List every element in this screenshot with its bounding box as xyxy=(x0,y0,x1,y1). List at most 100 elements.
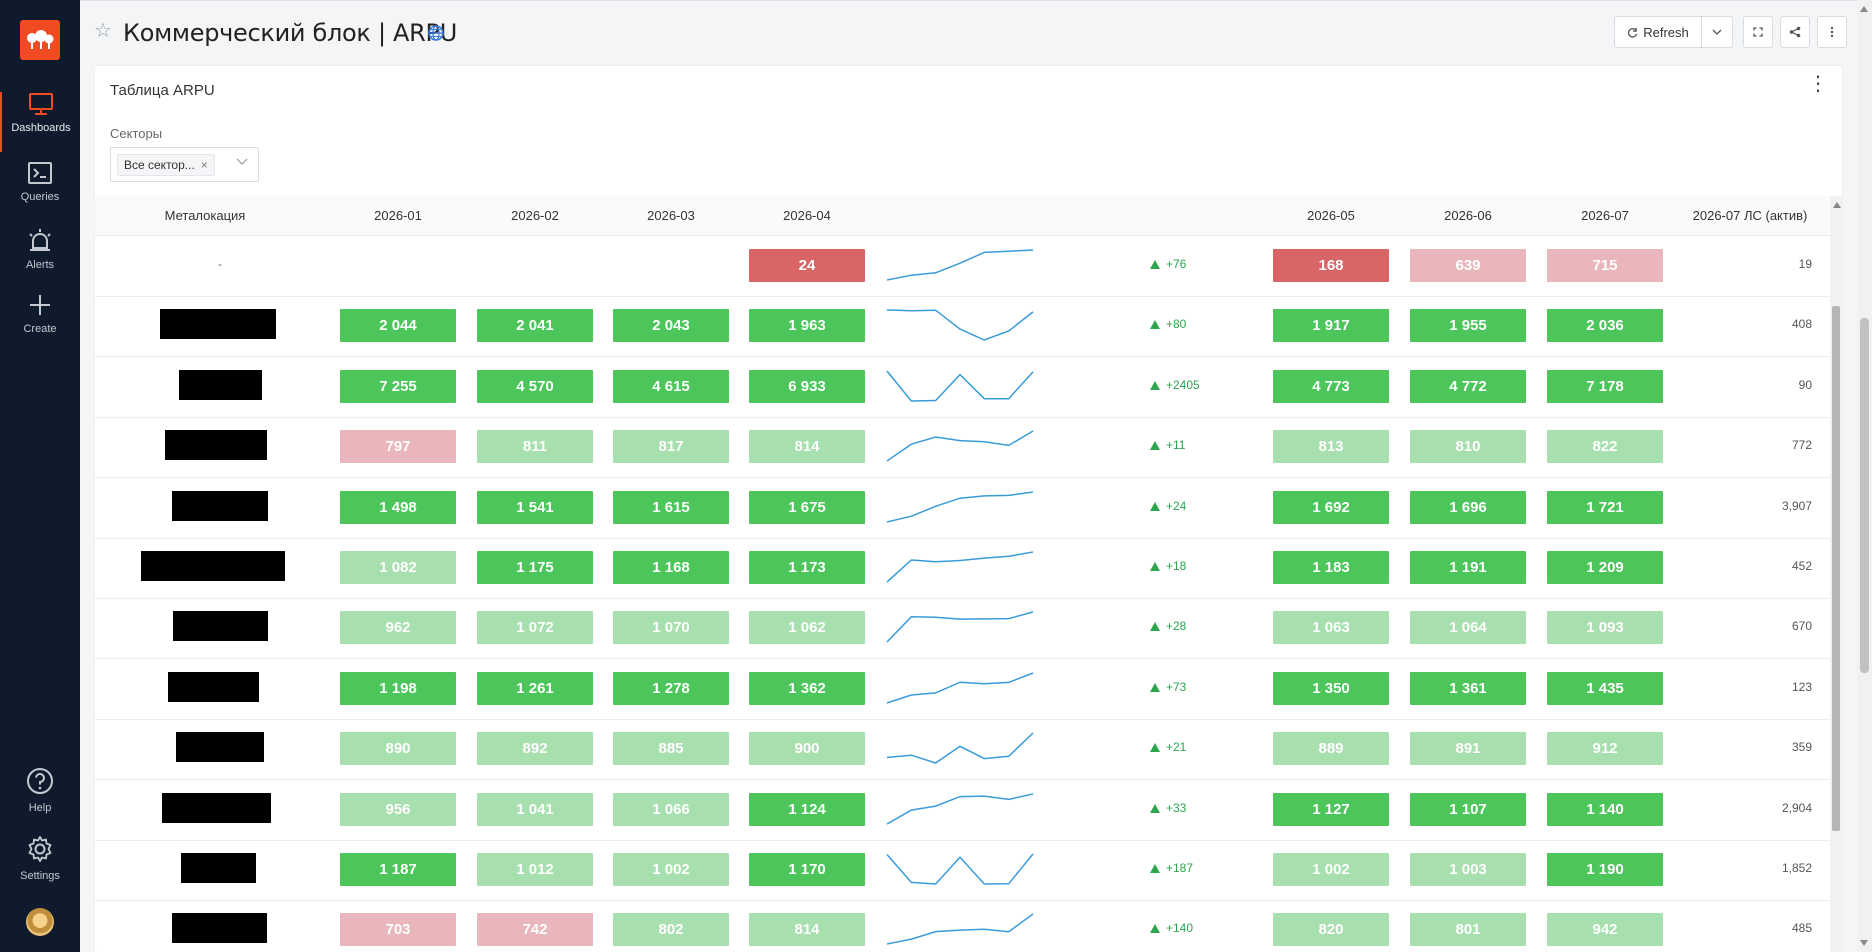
sparkline-series xyxy=(886,672,1034,704)
page-scroll-up-arrow[interactable] xyxy=(1860,6,1868,12)
col-header-2026-06[interactable]: 2026-06 xyxy=(1444,208,1492,223)
scroll-up-arrow[interactable] xyxy=(1833,202,1841,208)
active-accounts-cell: 359 xyxy=(1791,740,1812,755)
delta-indicator: +18 xyxy=(1150,559,1186,573)
value-cell: 2 041 xyxy=(477,309,593,343)
sparkline xyxy=(886,913,1034,946)
redacted-location xyxy=(176,732,264,763)
sparkline xyxy=(886,249,1034,281)
delta-value: +140 xyxy=(1166,921,1194,936)
nav-queries[interactable]: Queries xyxy=(0,161,80,221)
nav-help[interactable]: Help xyxy=(0,766,80,826)
filter-tag: Все сектор... × xyxy=(117,154,215,176)
value-cell: 703 xyxy=(340,913,456,947)
col-header-2026-04[interactable]: 2026-04 xyxy=(783,208,831,223)
widget-menu-icon[interactable]: ⋮ xyxy=(1808,73,1828,95)
value-cell: 885 xyxy=(613,732,729,766)
up-arrow-icon xyxy=(1150,743,1160,753)
logo[interactable] xyxy=(20,20,60,60)
logo-icon xyxy=(27,30,54,49)
delta-indicator: +33 xyxy=(1150,801,1186,815)
help-icon xyxy=(27,768,53,794)
avatar[interactable] xyxy=(26,908,54,936)
col-header-2026-01[interactable]: 2026-01 xyxy=(374,208,422,223)
gear-icon xyxy=(28,836,52,862)
share-button[interactable] xyxy=(1780,16,1810,48)
col-header-2026-03[interactable]: 2026-03 xyxy=(647,208,695,223)
value-cell: 715 xyxy=(1547,249,1663,282)
value-cell: 889 xyxy=(1273,732,1389,766)
table-scrollbar-thumb[interactable] xyxy=(1832,306,1840,831)
value-cell: 801 xyxy=(1410,913,1526,947)
sparkline xyxy=(886,551,1034,583)
refresh-icon xyxy=(1628,27,1638,38)
value-cell: 2 044 xyxy=(340,309,456,343)
value-cell: 4 570 xyxy=(477,369,593,403)
col-header-2026-07[interactable]: 2026-07 xyxy=(1581,208,1629,223)
nav-dashboards[interactable]: Dashboards xyxy=(0,92,80,152)
nav-alerts-label: Alerts xyxy=(25,259,55,271)
value-cell: 1 173 xyxy=(749,551,865,584)
col-header-location[interactable]: Металокация xyxy=(164,208,246,223)
active-accounts-cell: 452 xyxy=(1791,559,1812,573)
up-arrow-icon xyxy=(1150,622,1160,632)
page-scroll-down-arrow[interactable] xyxy=(1860,940,1868,946)
sparkline-series xyxy=(886,611,1034,643)
delta-value: +187 xyxy=(1166,861,1194,875)
sectors-filter-select[interactable]: Все сектор... × xyxy=(110,147,259,182)
value-cell: 1 692 xyxy=(1273,490,1389,524)
favorite-star-icon[interactable]: ☆ xyxy=(94,20,112,42)
value-cell: 1 170 xyxy=(749,853,865,886)
sparkline-series xyxy=(886,370,1034,402)
table-row: 1 198 1 261 1 278 1 362 +73 1 350 1 361 1 435 12… xyxy=(95,660,1830,720)
more-menu-button[interactable] xyxy=(1817,16,1847,48)
nav-settings[interactable]: Settings xyxy=(0,834,80,894)
sparkline-series xyxy=(886,249,1034,281)
up-arrow-icon xyxy=(1150,562,1160,571)
value-cell: 1 003 xyxy=(1410,853,1526,886)
col-header-ls-active[interactable]: 2026-07 ЛС (актив) xyxy=(1692,208,1808,223)
value-cell: 1 721 xyxy=(1547,490,1663,524)
value-cell: 1 002 xyxy=(613,853,729,886)
nav-create[interactable]: Create xyxy=(0,293,80,353)
nav-create-label: Create xyxy=(23,323,57,335)
nav-alerts[interactable]: Alerts xyxy=(0,229,80,289)
redacted-location xyxy=(162,792,271,823)
globe-icon xyxy=(428,25,444,41)
value-cell: 813 xyxy=(1273,430,1389,464)
share-icon xyxy=(1789,26,1801,38)
active-accounts-cell: 3,907 xyxy=(1781,498,1812,513)
delta-value: +11 xyxy=(1166,438,1186,453)
value-cell: 7 178 xyxy=(1547,369,1663,403)
table-row: 7 255 4 570 4 615 6 933 +2405 4 773 4 772 7 178… xyxy=(95,358,1830,418)
value-cell: 1 072 xyxy=(477,611,593,645)
redacted-location xyxy=(179,369,262,400)
table-scrollbar[interactable] xyxy=(1830,196,1842,952)
sparkline xyxy=(886,853,1034,885)
page-scrollbar-thumb[interactable] xyxy=(1860,318,1869,673)
up-arrow-icon xyxy=(1150,380,1160,390)
refresh-button[interactable]: Refresh xyxy=(1614,16,1702,48)
sparkline xyxy=(886,370,1034,402)
value-cell: 1 041 xyxy=(477,792,593,826)
delta-value: +76 xyxy=(1166,257,1187,271)
value-cell: 1 541 xyxy=(477,490,593,524)
up-arrow-icon xyxy=(1150,501,1160,511)
col-header-2026-05[interactable]: 2026-05 xyxy=(1307,208,1355,223)
col-header-2026-02[interactable]: 2026-02 xyxy=(511,208,559,223)
table-row: 956 1 041 1 066 1 124 +33 1 127 1 107 1 140 2,90… xyxy=(95,781,1830,841)
delta-indicator: +28 xyxy=(1150,619,1186,633)
filter-label: Секторы xyxy=(110,126,163,141)
value-cell: 797 xyxy=(340,430,456,464)
page-scrollbar[interactable] xyxy=(1857,0,1872,952)
value-cell: 1 191 xyxy=(1410,551,1526,584)
delta-indicator: +21 xyxy=(1150,740,1186,754)
up-arrow-icon xyxy=(1150,924,1160,934)
value-cell: 892 xyxy=(477,732,593,766)
fullscreen-button[interactable] xyxy=(1743,16,1773,48)
tag-remove-icon[interactable]: × xyxy=(200,158,208,172)
value-cell: 942 xyxy=(1547,913,1663,947)
location-cell: - xyxy=(218,257,222,271)
refresh-options-button[interactable] xyxy=(1701,16,1733,48)
delta-indicator: +187 xyxy=(1150,861,1193,875)
